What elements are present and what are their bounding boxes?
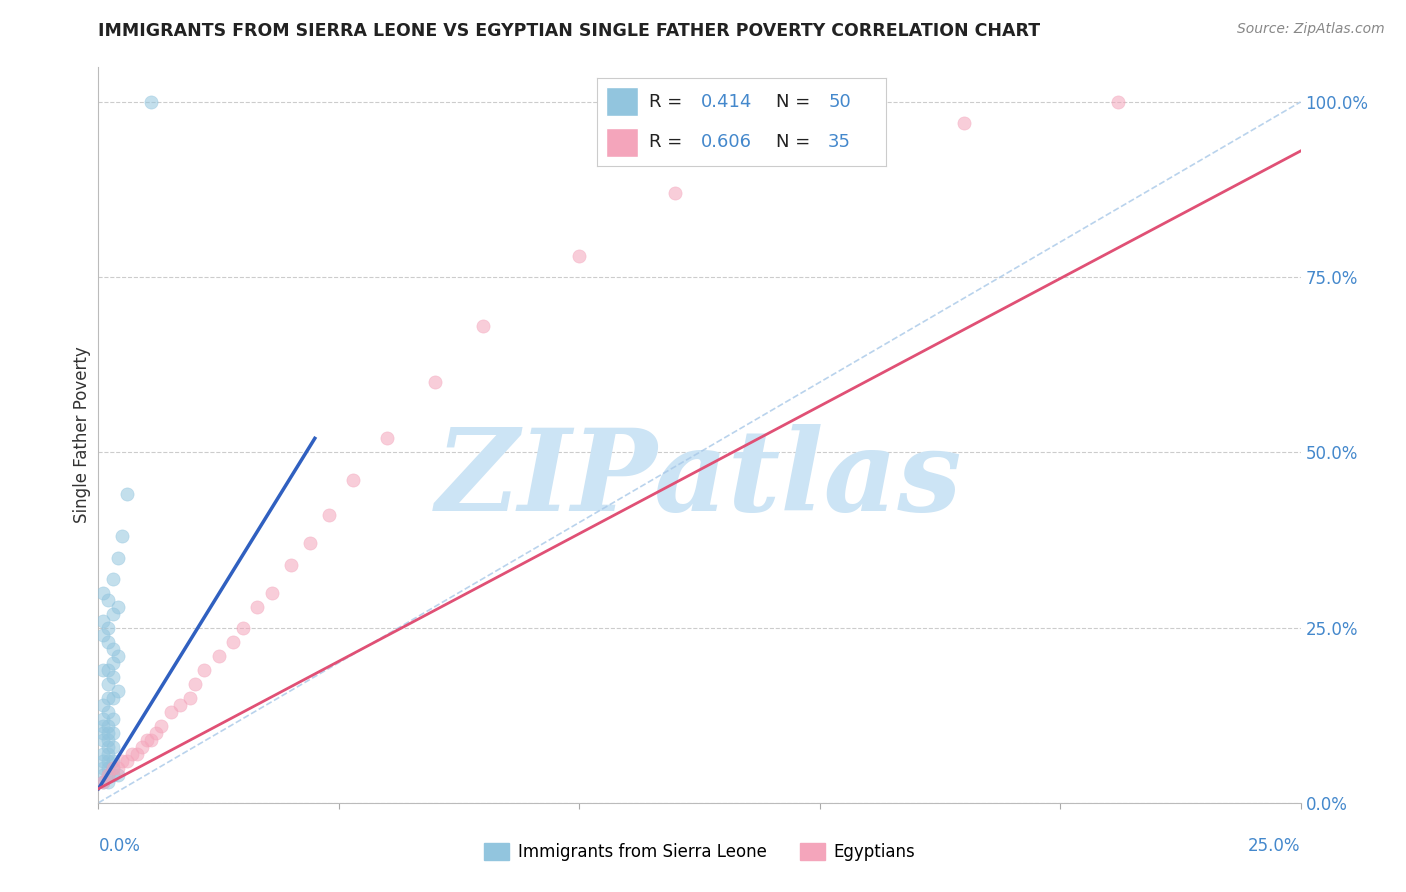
Point [232, 621, 254, 635]
Point [91, 712, 114, 726]
Y-axis label: Single Father Poverty: Single Father Poverty [73, 346, 91, 524]
Point [169, 698, 191, 712]
Point [1107, 95, 1129, 109]
Point [91, 725, 114, 739]
Point [246, 599, 269, 614]
Point [97, 592, 120, 607]
Point [97, 732, 120, 747]
Point [141, 732, 163, 747]
Point [97, 774, 120, 789]
Point [107, 683, 129, 698]
Point [101, 690, 124, 705]
Point [101, 761, 124, 775]
Point [298, 536, 321, 550]
Point [97, 621, 120, 635]
Point [117, 487, 139, 501]
Point [97, 747, 120, 761]
Legend: Immigrants from Sierra Leone, Egyptians: Immigrants from Sierra Leone, Egyptians [478, 837, 921, 868]
Point [97, 705, 120, 719]
Point [135, 732, 157, 747]
Point [149, 719, 172, 733]
Point [97, 676, 120, 690]
Point [141, 95, 163, 109]
Point [97, 768, 120, 782]
Point [472, 319, 495, 334]
Point [117, 754, 139, 768]
Point [97, 719, 120, 733]
Point [808, 144, 831, 158]
Point [91, 774, 114, 789]
Point [97, 754, 120, 768]
Point [101, 761, 124, 775]
Point [97, 761, 120, 775]
Point [159, 705, 181, 719]
Point [568, 249, 591, 263]
Point [91, 732, 114, 747]
Point [145, 725, 167, 739]
Point [97, 739, 120, 754]
Point [101, 739, 124, 754]
Point [193, 663, 215, 677]
Point [101, 641, 124, 656]
Point [208, 648, 231, 663]
Point [183, 676, 205, 690]
Point [101, 754, 124, 768]
Point [121, 747, 143, 761]
Point [91, 614, 114, 628]
Point [222, 634, 245, 648]
Point [107, 768, 129, 782]
Point [953, 116, 976, 130]
Text: ZIPatlas: ZIPatlas [436, 424, 963, 534]
Text: Source: ZipAtlas.com: Source: ZipAtlas.com [1237, 22, 1385, 37]
Point [179, 690, 201, 705]
Point [101, 670, 124, 684]
Point [111, 754, 134, 768]
Point [91, 747, 114, 761]
Point [260, 585, 283, 599]
Point [342, 474, 364, 488]
Point [107, 761, 129, 775]
Text: 25.0%: 25.0% [1249, 837, 1301, 855]
Point [125, 747, 148, 761]
Point [97, 634, 120, 648]
Point [107, 599, 129, 614]
Text: IMMIGRANTS FROM SIERRA LEONE VS EGYPTIAN SINGLE FATHER POVERTY CORRELATION CHART: IMMIGRANTS FROM SIERRA LEONE VS EGYPTIAN… [98, 22, 1040, 40]
Point [131, 739, 153, 754]
Point [318, 508, 340, 523]
Point [101, 725, 124, 739]
Point [101, 656, 124, 670]
Point [375, 431, 398, 445]
Point [97, 725, 120, 739]
Point [280, 558, 302, 572]
Point [91, 719, 114, 733]
Point [97, 768, 120, 782]
Point [91, 768, 114, 782]
Point [111, 529, 134, 543]
Point [101, 768, 124, 782]
Point [91, 774, 114, 789]
Point [91, 754, 114, 768]
Point [101, 572, 124, 586]
Point [107, 550, 129, 565]
Point [423, 376, 446, 390]
Point [91, 663, 114, 677]
Point [91, 585, 114, 599]
Point [91, 698, 114, 712]
Point [91, 761, 114, 775]
Point [664, 186, 686, 200]
Point [101, 712, 124, 726]
Text: 0.0%: 0.0% [98, 837, 141, 855]
Point [107, 648, 129, 663]
Point [97, 690, 120, 705]
Point [97, 663, 120, 677]
Point [91, 627, 114, 641]
Point [101, 607, 124, 621]
